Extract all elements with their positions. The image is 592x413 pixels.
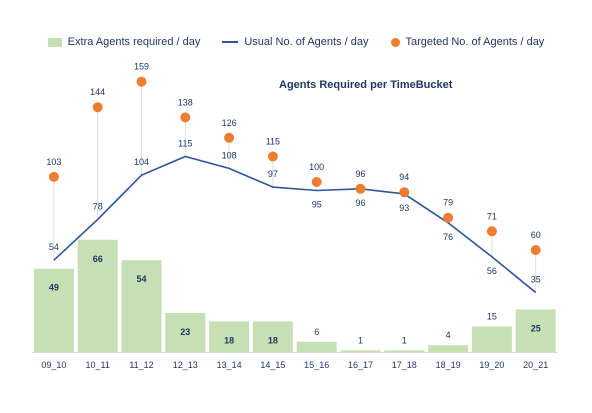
point-data-label: 144 (90, 87, 105, 97)
point-data-label: 71 (487, 211, 497, 221)
legend: Extra Agents required / day Usual No. of… (0, 33, 592, 51)
x-tick-label: 14_15 (260, 360, 285, 370)
point-data-label: 115 (266, 137, 280, 147)
x-tick-label: 16_17 (348, 360, 373, 370)
x-tick-label: 09_10 (41, 360, 66, 370)
bar (428, 345, 469, 352)
bar (165, 312, 206, 352)
bar-data-label: 49 (49, 283, 59, 293)
x-tick-label: 12_13 (173, 360, 198, 370)
scatter-point (136, 76, 147, 87)
bar-data-label: 6 (314, 327, 319, 337)
line-data-label: 56 (487, 266, 497, 276)
bar (471, 326, 512, 352)
legend-swatch-line (222, 41, 239, 43)
line-data-label: 108 (222, 150, 237, 160)
bar-data-label: 25 (531, 324, 541, 334)
bar (33, 268, 74, 352)
x-tick-label: 11_12 (129, 360, 153, 370)
scatter-point (311, 177, 322, 187)
bar-data-label: 18 (224, 335, 234, 345)
scatter-point (180, 112, 191, 123)
scatter-point (355, 183, 366, 194)
x-tick-label: 15_16 (304, 360, 329, 370)
x-tick-label: 17_18 (392, 360, 417, 370)
legend-item-targeted-agents: Targeted No. of Agents / day (390, 36, 545, 48)
bar-data-label: 1 (358, 335, 363, 345)
point-data-label: 138 (178, 97, 193, 107)
scatter-point (443, 212, 454, 223)
line-data-label: 95 (312, 200, 322, 210)
point-data-label: 103 (46, 157, 61, 167)
line-data-label: 35 (531, 275, 541, 285)
x-tick-label: 10_11 (86, 360, 110, 370)
point-data-label: 126 (222, 118, 237, 128)
line-data-label: 115 (178, 139, 192, 149)
line-data-label: 104 (134, 157, 149, 167)
legend-label-targeted-agents: Targeted No. of Agents / day (405, 36, 545, 48)
bar (384, 350, 425, 352)
x-tick-label: 20_21 (523, 360, 548, 370)
x-tick-label: 18_19 (436, 360, 461, 370)
bar-data-label: 18 (268, 335, 278, 345)
legend-label-usual-agents: Usual No. of Agents / day (244, 36, 369, 48)
series-line-usual-agents (53, 155, 537, 294)
point-data-label: 94 (399, 172, 409, 182)
bar-data-label: 4 (446, 330, 451, 340)
line-data-label: 78 (93, 201, 103, 211)
bar (296, 341, 337, 352)
bar (77, 239, 118, 352)
line-data-label: 96 (355, 198, 365, 208)
point-data-label: 100 (309, 162, 324, 172)
x-tick-label: 19_20 (479, 360, 504, 370)
point-data-label: 96 (355, 169, 365, 179)
point-data-label: 79 (443, 198, 453, 208)
scatter-point (530, 245, 541, 255)
legend-swatch-dot (390, 37, 400, 47)
line-data-label: 93 (399, 203, 409, 213)
bar (252, 321, 293, 352)
scatter-point (224, 132, 235, 143)
legend-swatch-bar (47, 37, 62, 47)
bar (209, 321, 250, 352)
scatter-point (48, 171, 59, 182)
legend-label-extra-agents: Extra Agents required / day (67, 36, 201, 48)
bar-data-label: 23 (180, 327, 190, 337)
point-data-label: 159 (134, 62, 149, 72)
bar-data-label: 66 (93, 254, 103, 264)
scatter-point (486, 226, 497, 237)
bar-data-label: 54 (136, 274, 146, 284)
legend-item-usual-agents: Usual No. of Agents / day (222, 36, 369, 48)
legend-item-extra-agents: Extra Agents required / day (47, 36, 201, 48)
bar (515, 309, 556, 352)
chart-title: Agents Required per TimeBucket (279, 79, 453, 91)
line-data-label: 97 (268, 169, 278, 179)
bar (340, 350, 381, 352)
bar-data-label: 15 (487, 312, 497, 322)
bar-data-label: 1 (402, 335, 407, 345)
bar (121, 260, 162, 352)
scatter-point (267, 151, 278, 162)
scatter-point (399, 187, 410, 198)
line-data-label: 54 (49, 242, 59, 252)
scatter-point (92, 102, 103, 113)
x-tick-label: 13_14 (217, 360, 242, 370)
line-data-label: 76 (443, 232, 453, 242)
point-data-label: 60 (531, 230, 541, 240)
